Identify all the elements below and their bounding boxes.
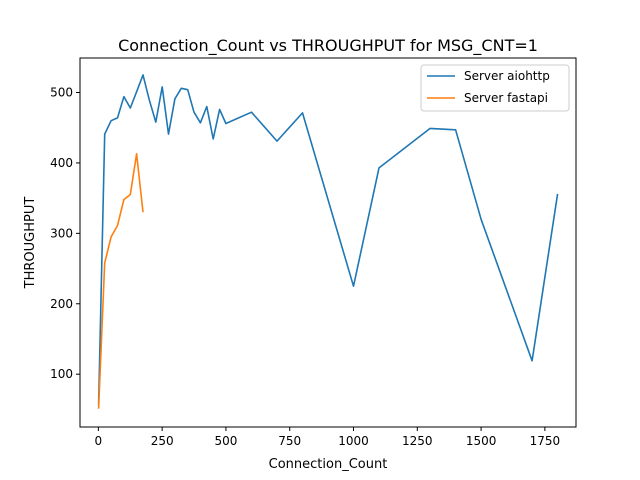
x-tick-label: 500 [214,434,237,448]
chart-title: Connection_Count vs THROUGHPUT for MSG_C… [118,36,538,56]
legend-label-aiohttp: Server aiohttp [464,69,550,83]
y-tick-label: 400 [50,156,73,170]
x-tick-label: 750 [278,434,301,448]
x-tick-label: 1000 [338,434,369,448]
x-tick-label: 1250 [402,434,433,448]
y-tick-label: 200 [50,297,73,311]
x-tick-label: 1750 [530,434,561,448]
x-tick-label: 1500 [466,434,497,448]
series-layer [97,74,559,409]
x-axis-ticks: 0 250 500 750 1000 1250 1500 1750 [95,427,561,448]
y-axis-ticks: 100 200 300 400 500 [50,86,80,381]
legend-box [420,64,570,112]
x-tick-label: 250 [151,434,174,448]
series-line-aiohttp [97,74,559,406]
series-line-fastapi [97,153,144,409]
axes-frame [79,57,577,428]
y-tick-label: 500 [50,86,73,100]
x-axis-label: Connection_Count [269,457,388,472]
x-tick-label: 0 [95,434,103,448]
y-axis-label: THROUGHPUT [23,197,38,290]
legend-label-fastapi: Server fastapi [464,91,548,105]
y-tick-label: 100 [50,367,73,381]
legend: Server aiohttp Server fastapi [420,64,570,112]
y-tick-label: 300 [50,226,73,240]
